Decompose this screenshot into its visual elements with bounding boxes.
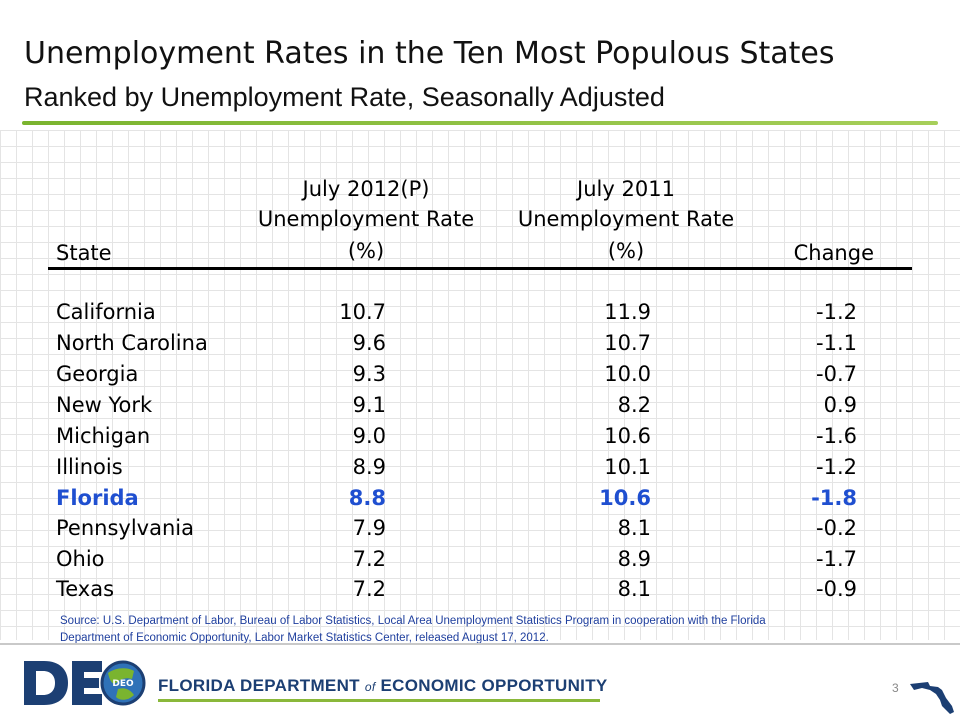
rate-july-2011: 10.7 — [604, 331, 651, 355]
agency-underline — [158, 699, 600, 702]
grid-background — [0, 130, 960, 640]
header-rule — [48, 267, 912, 270]
rate-july-2011: 8.9 — [617, 547, 651, 571]
agency-name-part1: FLORIDA DEPARTMENT — [158, 676, 360, 695]
rate-july-2011: 8.1 — [617, 516, 651, 540]
rate-change: 0.9 — [823, 393, 857, 417]
state-name: Florida — [56, 486, 139, 510]
header-col1-line3: (%) — [347, 239, 385, 263]
page-number: 3 — [892, 681, 899, 695]
rate-july-2011: 10.0 — [604, 362, 651, 386]
slide-subtitle: Ranked by Unemployment Rate, Seasonally … — [24, 82, 665, 112]
state-name: Ohio — [56, 547, 105, 571]
header-col2-line1: July 2011 — [577, 177, 675, 201]
state-name: Pennsylvania — [56, 516, 194, 540]
rate-change: -1.7 — [816, 547, 857, 571]
logo-text: DEO — [112, 679, 134, 689]
rate-change: -0.7 — [816, 362, 857, 386]
rate-change: -1.2 — [816, 300, 857, 324]
footer-divider — [0, 643, 960, 645]
agency-name-part2: ECONOMIC OPPORTUNITY — [380, 676, 608, 695]
agency-name: FLORIDA DEPARTMENT of ECONOMIC OPPORTUNI… — [158, 676, 608, 698]
header-col2-line3: (%) — [607, 239, 645, 263]
title-underline — [22, 121, 938, 125]
header-change: Change — [793, 241, 874, 265]
state-name: Michigan — [56, 424, 151, 448]
rate-change: -0.2 — [816, 516, 857, 540]
rate-july-2012: 8.9 — [352, 455, 386, 479]
rate-july-2012: 9.3 — [352, 362, 386, 386]
rate-change: -1.2 — [816, 455, 857, 479]
rate-july-2012: 7.2 — [352, 547, 386, 571]
state-name: California — [56, 300, 156, 324]
deo-logo: DEO — [24, 660, 146, 706]
source-note: Source: U.S. Department of Labor, Bureau… — [60, 613, 920, 646]
rate-july-2011: 8.2 — [617, 393, 651, 417]
rate-july-2012: 9.0 — [352, 424, 386, 448]
rate-july-2011: 10.1 — [604, 455, 651, 479]
state-name: North Carolina — [56, 331, 208, 355]
slide-title: Unemployment Rates in the Ten Most Popul… — [24, 36, 835, 71]
rate-july-2011: 8.1 — [617, 577, 651, 601]
rate-july-2012: 10.7 — [339, 300, 386, 324]
source-line-2: Department of Economic Opportunity, Labo… — [60, 631, 549, 644]
agency-name-of: of — [364, 680, 376, 694]
source-line-1: Source: U.S. Department of Labor, Bureau… — [60, 615, 766, 627]
rate-july-2012: 8.8 — [348, 486, 386, 510]
rate-change: -0.9 — [816, 577, 857, 601]
rate-change: -1.8 — [811, 486, 857, 510]
header-col2-line2: Unemployment Rate — [517, 207, 735, 231]
florida-map-icon — [910, 682, 954, 714]
rate-july-2011: 10.6 — [604, 424, 651, 448]
header-state: State — [56, 241, 112, 265]
rate-july-2012: 9.1 — [352, 393, 386, 417]
state-name: New York — [56, 393, 153, 417]
state-name: Georgia — [56, 362, 139, 386]
rate-change: -1.6 — [816, 424, 857, 448]
state-name: Texas — [56, 577, 115, 601]
rate-july-2012: 7.2 — [352, 577, 386, 601]
header-col1-line2: Unemployment Rate — [257, 207, 475, 231]
rate-change: -1.1 — [816, 331, 857, 355]
footer — [0, 643, 960, 720]
unemployment-table: State July 2012(P) Unemployment Rate (%)… — [48, 177, 912, 601]
rate-july-2012: 7.9 — [352, 516, 386, 540]
header-col1-line1: July 2012(P) — [302, 177, 430, 201]
rate-july-2011: 10.6 — [599, 486, 651, 510]
rate-july-2011: 11.9 — [604, 300, 651, 324]
rate-july-2012: 9.6 — [352, 331, 386, 355]
state-name: Illinois — [56, 455, 123, 479]
